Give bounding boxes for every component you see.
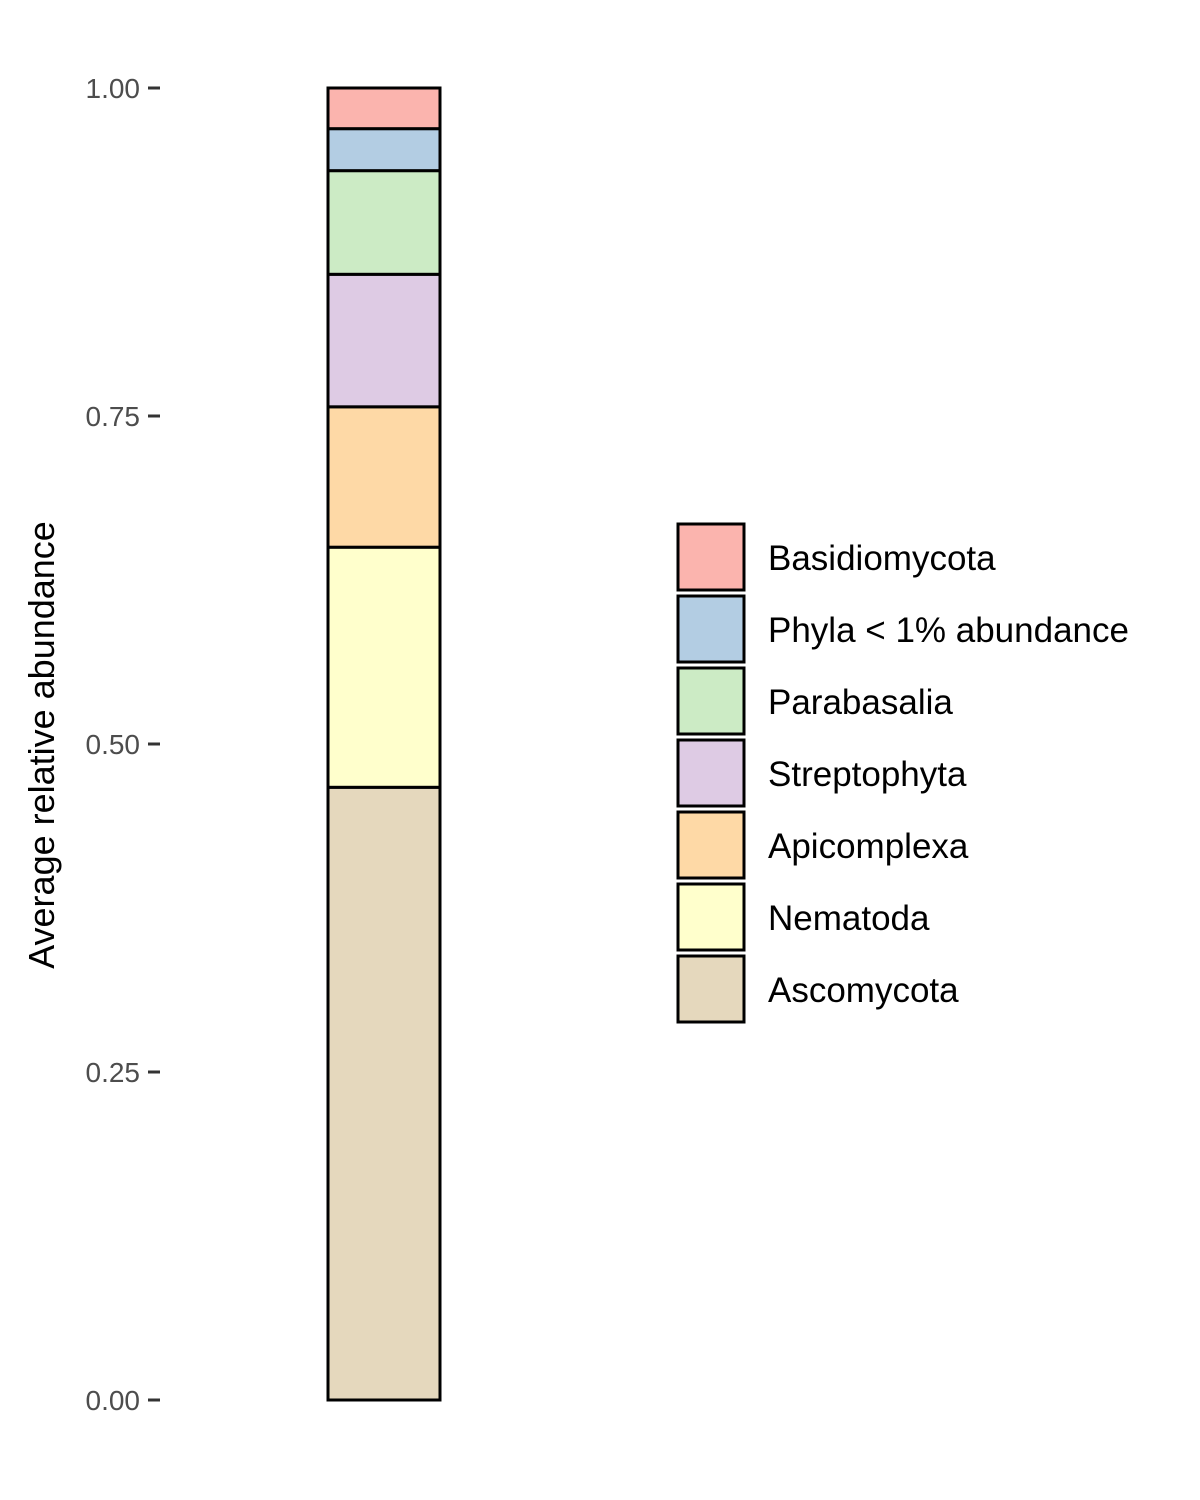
bar-segment-ascomycota — [326, 785, 442, 1402]
legend-label-phyla-1-abundance: Phyla < 1% abundance — [768, 611, 1129, 650]
legend-key-nematoda — [676, 882, 746, 952]
legend-label-parabasalia: Parabasalia — [768, 683, 953, 722]
bar-segment-parabasalia — [326, 169, 442, 276]
y-tick-label: 1.00 — [86, 73, 141, 104]
legend-label-streptophyta: Streptophyta — [768, 755, 967, 794]
y-axis: 0.00 0.25 0.50 0.75 1.00 — [86, 73, 160, 1416]
legend-key-basidiomycota — [676, 522, 746, 592]
y-axis-title: Average relative abundance — [21, 521, 62, 969]
y-tick-label: 0.25 — [86, 1057, 141, 1088]
legend-key-apicomplexa — [676, 810, 746, 880]
legend-label-nematoda: Nematoda — [768, 899, 930, 938]
y-tick-label: 0.00 — [86, 1385, 141, 1416]
legend-key-phyla-1-abundance — [676, 594, 746, 664]
bar-segment-apicomplexa — [326, 405, 442, 549]
bar-segment-streptophyta — [326, 272, 442, 409]
legend-key-streptophyta — [676, 738, 746, 808]
legend: Basidiomycota Phyla < 1% abundance Parabas… — [676, 522, 1129, 1024]
legend-label-apicomplexa: Apicomplexa — [768, 827, 969, 866]
bar-stack — [326, 86, 442, 1402]
y-tick-label: 0.50 — [86, 729, 141, 760]
legend-key-parabasalia — [676, 666, 746, 736]
legend-key-ascomycota — [676, 954, 746, 1024]
legend-label-ascomycota: Ascomycota — [768, 971, 959, 1010]
legend-label-basidiomycota: Basidiomycota — [768, 539, 996, 578]
y-tick-label: 0.75 — [86, 401, 141, 432]
bar-segment-phyla-1-abundance — [326, 127, 442, 173]
bar-segment-nematoda — [326, 545, 442, 789]
bar-segment-basidiomycota — [326, 86, 442, 131]
